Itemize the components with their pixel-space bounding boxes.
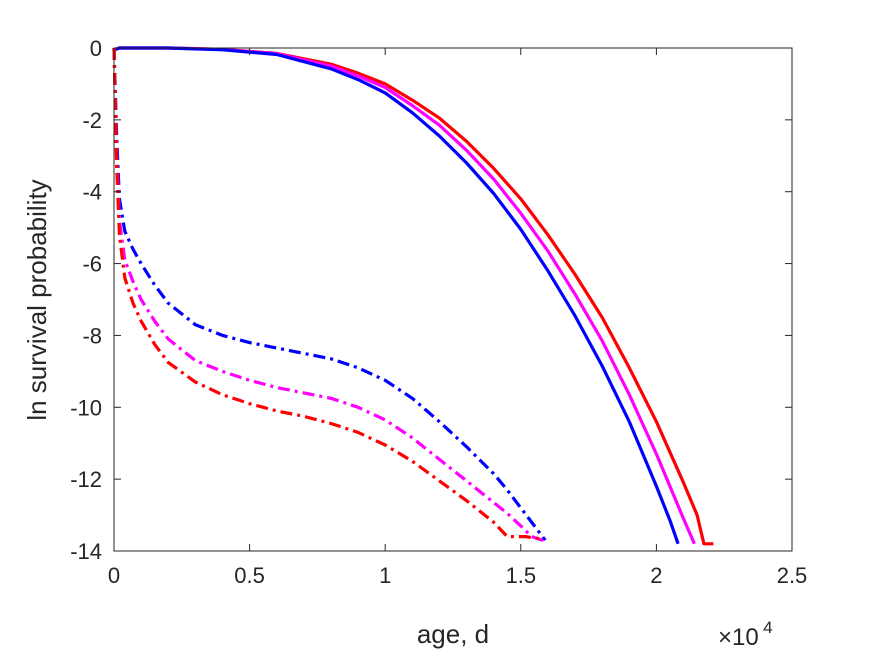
tick-layer [113,47,793,552]
y-tick-label: -12 [70,467,102,492]
series-line-3 [113,46,680,545]
x-tick-label: 2.5 [777,563,808,588]
plot-area [114,48,792,551]
y-tick-label: -14 [70,539,102,564]
series-line-6 [112,47,543,541]
y-tick-label: -2 [82,108,102,133]
y-tick-label: 0 [90,36,102,61]
y-tick-label: -8 [82,323,102,348]
x-tick-label: 0 [108,563,120,588]
plot-frame [113,47,793,552]
x-tick-label: 2 [650,563,662,588]
series-layer [112,46,714,546]
x-tick-label: 1 [379,563,391,588]
y-tick-label: -4 [82,180,102,205]
y-tick-labels: 0 -2 -4 -6 -8 -10 -12 -14 [70,36,102,564]
x-tick-labels: 0 0.5 1 1.5 2 2.5 [108,563,807,588]
y-tick-label: -6 [82,252,102,277]
series-line-5 [112,47,548,542]
x-axis-multiplier: ×10 4 [718,618,773,651]
x-axis-multiplier-base: ×10 [718,624,759,651]
x-tick-label: 1.5 [506,563,537,588]
series-line-4 [112,47,547,542]
y-axis-label: ln survival probability [22,179,52,420]
x-axis-label: age, d [417,619,489,649]
x-tick-label: 0.5 [234,563,265,588]
y-tick-label: -10 [70,395,102,420]
x-axis-multiplier-exponent: 4 [763,618,772,637]
